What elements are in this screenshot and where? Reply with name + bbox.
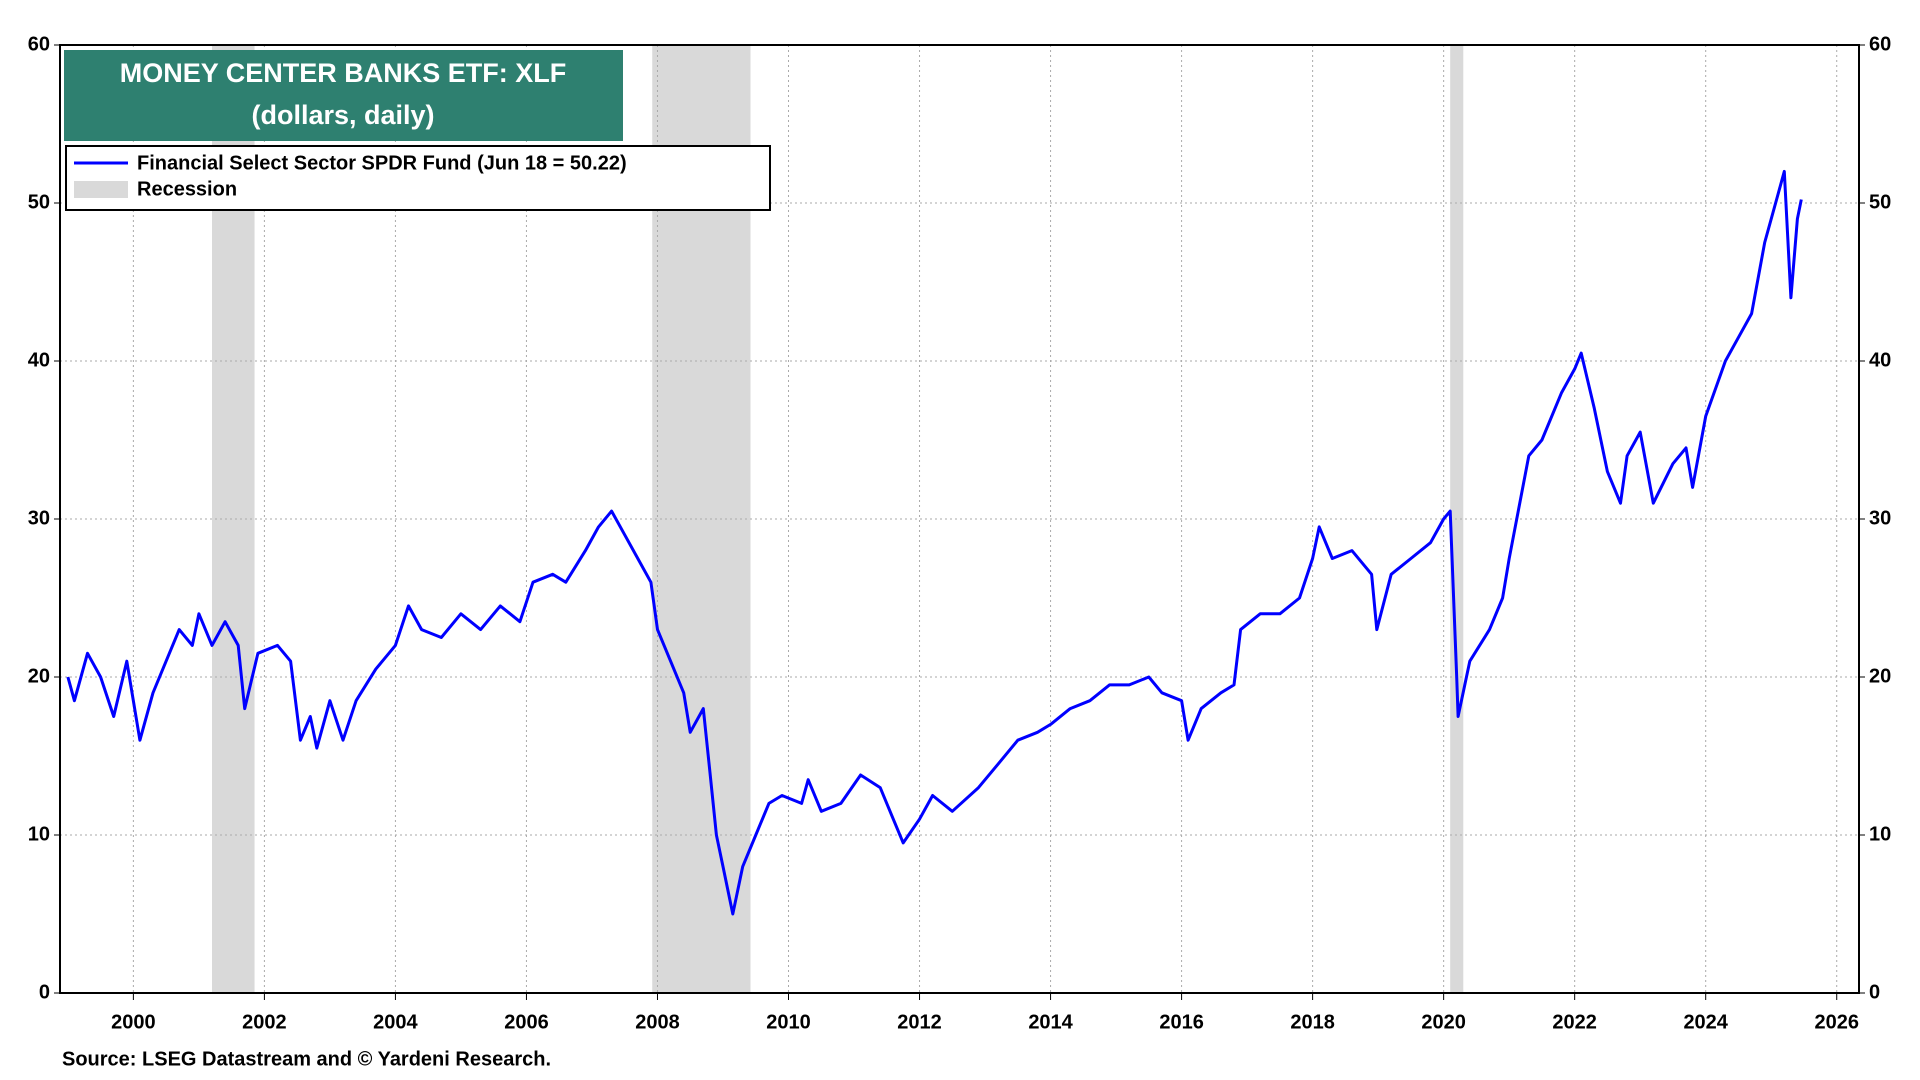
y2-tick-label: 40	[1869, 349, 1891, 371]
legend-label: Financial Select Sector SPDR Fund (Jun 1…	[137, 152, 627, 174]
x-tick-label: 2020	[1421, 1011, 1466, 1033]
x-tick-label: 2002	[242, 1011, 287, 1033]
x-tick-label: 2012	[897, 1011, 942, 1033]
x-tick-label: 2018	[1290, 1011, 1335, 1033]
y-tick-label: 10	[28, 823, 50, 845]
x-tick-label: 2016	[1159, 1011, 1204, 1033]
plot-frame	[59, 44, 1860, 994]
y2-tick-label: 10	[1869, 823, 1891, 845]
chart-subtitle: (dollars, daily)	[251, 100, 434, 130]
y2-tick-label: 50	[1869, 191, 1891, 213]
y2-tick-label: 60	[1869, 33, 1891, 55]
y-tick-label: 40	[28, 349, 50, 371]
x-tick-label: 2024	[1683, 1011, 1728, 1033]
title-box	[64, 50, 623, 141]
y-tick-label: 50	[28, 191, 50, 213]
legend-swatch	[74, 181, 128, 198]
x-tick-label: 2026	[1814, 1011, 1859, 1033]
x-tick-label: 2022	[1552, 1011, 1597, 1033]
x-tick-label: 2010	[766, 1011, 811, 1033]
x-tick-label: 2006	[504, 1011, 549, 1033]
series-line	[66, 169, 1803, 916]
legend-label: Recession	[137, 178, 237, 200]
source: Source: LSEG Datastream and © Yardeni Re…	[62, 1048, 551, 1070]
legend-box	[65, 145, 771, 211]
x-tick-label: 2008	[635, 1011, 680, 1033]
y-tick-label: 60	[28, 33, 50, 55]
y2-tick-label: 0	[1869, 981, 1880, 1003]
y-tick-label: 20	[28, 665, 50, 687]
chart-title: MONEY CENTER BANKS ETF: XLF	[120, 58, 567, 88]
x-tick-label: 2014	[1028, 1011, 1073, 1033]
y-tick-label: 0	[39, 981, 50, 1003]
y2-tick-label: 30	[1869, 507, 1891, 529]
x-tick-label: 2004	[373, 1011, 418, 1033]
y-tick-label: 30	[28, 507, 50, 529]
y2-tick-label: 20	[1869, 665, 1891, 687]
x-tick-label: 2000	[111, 1011, 156, 1033]
